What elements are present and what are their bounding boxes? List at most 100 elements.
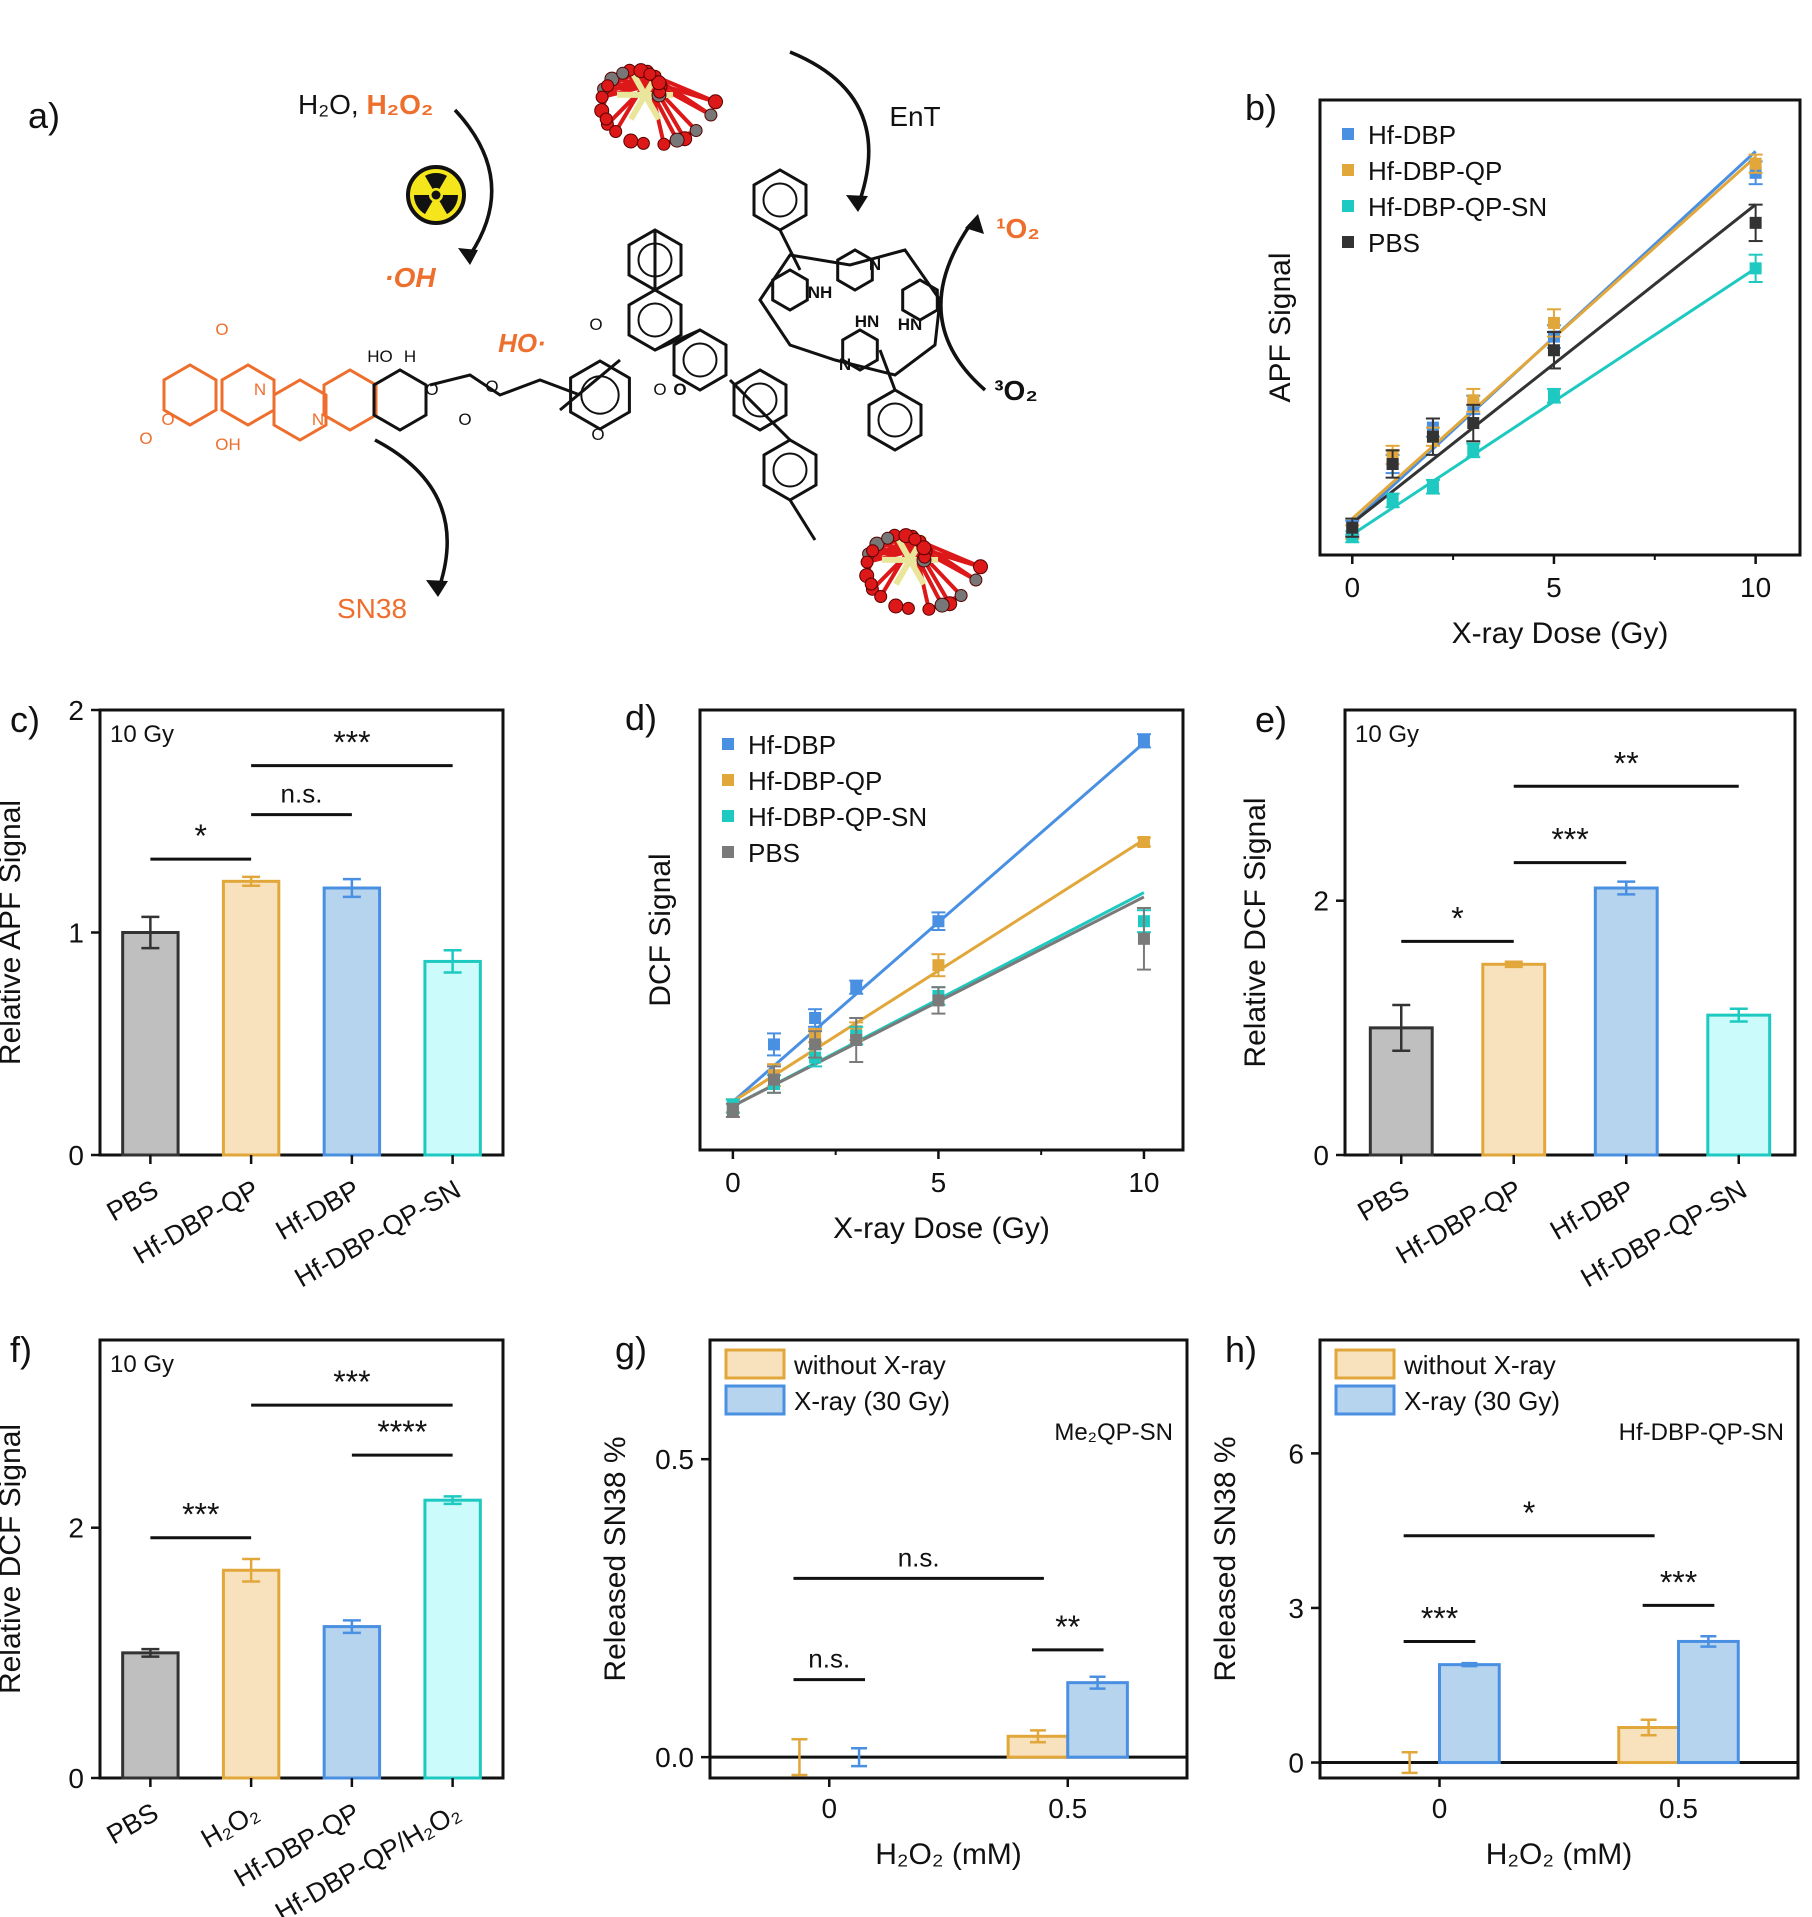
x-axis-label: X-ray Dose (Gy) (833, 1212, 1050, 1245)
chart-panel-d: d) 0 5 10 X-ray Dose (Gy) DCF Signal Hf-DBP Hf-… (625, 697, 1185, 1245)
legend-marker (722, 774, 734, 786)
y-axis-label: DCF Signal (644, 853, 677, 1006)
significance-label: ** (1614, 745, 1639, 781)
sn38-ring (220, 363, 276, 427)
oxygen-atom (916, 540, 932, 556)
x-tick-label: Hf-DBP (1545, 1174, 1639, 1246)
atom-label: O (589, 315, 602, 334)
data-point (1386, 458, 1399, 470)
hf-bond (893, 558, 913, 586)
bar (121, 1651, 180, 1780)
qp-trigger-ring-aromatic (580, 375, 620, 415)
dbp-phenyl-ring-aromatic (772, 452, 808, 488)
arrow-head (426, 580, 448, 597)
legend-marker (722, 846, 734, 858)
significance-label: *** (333, 1364, 370, 1400)
oh-radical-label: ·OH (384, 262, 436, 293)
y-tick-label: 0 (1288, 1748, 1304, 1779)
y-tick-label: 2 (68, 695, 84, 726)
atom-label: O (215, 320, 228, 339)
data-point (1749, 216, 1762, 229)
panel-label: f) (10, 1329, 32, 1370)
y-tick-label: 0 (68, 1140, 84, 1171)
significance-label: *** (1421, 1600, 1458, 1636)
significance-label: n.s. (281, 779, 323, 809)
plot-frame (1318, 1338, 1800, 1780)
bar (322, 886, 382, 1157)
oxygen-atom (601, 79, 615, 93)
annotation-label: Me₂QP-SN (1054, 1419, 1173, 1446)
legend-label: without X-ray (793, 1350, 946, 1380)
y-tick-label: 6 (1288, 1438, 1304, 1469)
pyrrole-ring (841, 328, 879, 372)
oxygen-atom (888, 598, 904, 614)
hf-bond (642, 93, 662, 121)
data-point (809, 1038, 822, 1051)
cluster-bond (639, 69, 679, 142)
oxygen-atom (623, 133, 639, 149)
data-point (1137, 932, 1150, 945)
atom-label: N (839, 355, 851, 374)
x-tick-label: PBS (1352, 1174, 1414, 1227)
oxygen-atom (866, 544, 880, 558)
oxygen-atom (922, 602, 936, 616)
legend-label: PBS (1368, 228, 1420, 258)
y-tick-label: 1 (68, 918, 84, 949)
qp-trigger-ring (569, 359, 631, 431)
atom-label: HN (898, 315, 923, 334)
reagent-h2o2: H₂O₂ (366, 89, 433, 120)
carbon-atom (669, 132, 685, 148)
dbp-phenyl-ring (732, 368, 788, 432)
singlet-oxygen-label: ¹O₂ (996, 213, 1040, 244)
x-tick-label: 0 (725, 1167, 741, 1198)
hf-bond (907, 558, 927, 586)
panel-label: e) (1255, 699, 1287, 740)
legend-label: Hf-DBP-QP (1368, 156, 1502, 186)
legend-label: X-ray (30 Gy) (794, 1386, 950, 1416)
data-point (1547, 316, 1560, 329)
data-point (1749, 262, 1762, 275)
legend-swatch (724, 1348, 786, 1380)
x-tick-label: 0.5 (1048, 1793, 1087, 1824)
data-point (932, 994, 945, 1007)
panel-label: c) (10, 699, 40, 740)
dbp-biphenyl-ring (672, 328, 728, 392)
y-axis-label: Relative DCF Signal (1239, 797, 1272, 1067)
x-tick-label: 0.5 (1659, 1793, 1698, 1824)
triplet-oxygen-label: ³O₂ (994, 375, 1038, 406)
legend-label: Hf-DBP-QP-SN (748, 802, 927, 832)
data-point (1426, 430, 1439, 443)
legend-label: PBS (748, 838, 800, 868)
ent-label: EnT (889, 101, 940, 132)
data-point (1547, 344, 1560, 357)
data-point (726, 1104, 739, 1117)
atom-label: O (673, 380, 686, 399)
x-tick-label: 5 (1546, 572, 1562, 603)
data-point (809, 1012, 822, 1024)
legend-marker (722, 738, 734, 750)
bar (221, 879, 281, 1157)
significance-label: *** (333, 725, 370, 761)
bar (1706, 1013, 1772, 1157)
ho-radical-label: HO· (498, 328, 546, 358)
oxygen-atom (973, 559, 988, 575)
data-point (1137, 734, 1150, 747)
oxygen-atom (901, 601, 915, 615)
data-point (1467, 444, 1480, 457)
legend-marker (1342, 164, 1354, 176)
data-point (1386, 494, 1399, 507)
significance-label: n.s. (898, 1542, 940, 1572)
sn38-ring (272, 378, 328, 442)
bar (121, 931, 180, 1157)
sn38-label: SN38 (337, 593, 407, 624)
significance-label: n.s. (808, 1644, 850, 1674)
oxygen-atom (860, 555, 874, 569)
carbon-atom (616, 66, 630, 80)
data-point (767, 1038, 780, 1051)
x-tick-label: H₂O₂ (196, 1797, 264, 1854)
radiation-icon-blade (439, 195, 459, 215)
significance-label: **** (377, 1414, 427, 1450)
dbp-biphenyl-ring-aromatic (637, 302, 673, 338)
bar (423, 1498, 482, 1780)
